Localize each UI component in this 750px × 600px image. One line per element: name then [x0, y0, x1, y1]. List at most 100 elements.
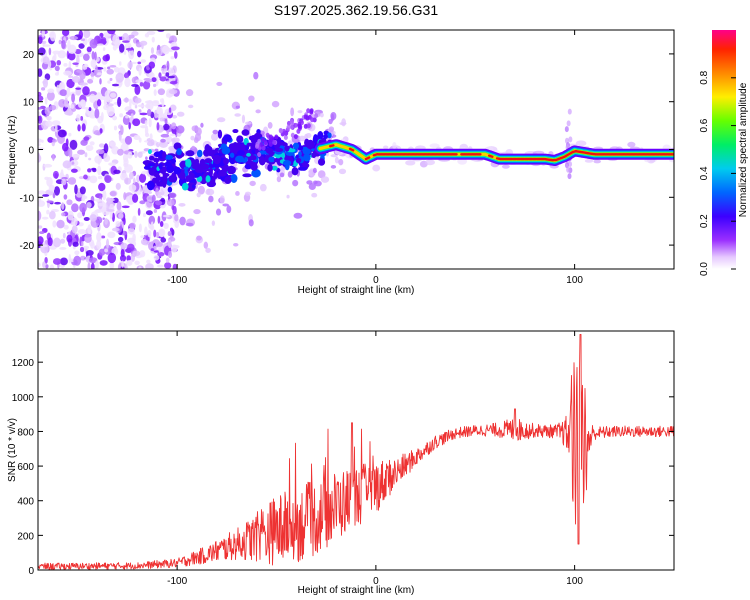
spectrogram-halo-blob — [405, 160, 416, 166]
spectrogram-noise-blob — [133, 134, 141, 141]
spectrogram-noise-blob — [174, 220, 180, 229]
spectrogram-halo-blob — [196, 192, 201, 198]
spectrogram-signal-blob — [246, 152, 251, 157]
spectrogram-halo-blob — [176, 125, 185, 134]
spectrogram-halo-blob — [424, 159, 436, 166]
spectrogram-halo-blob — [185, 222, 194, 227]
spectrogram-halo-blob — [297, 110, 303, 114]
spectrogram-noise-blob — [98, 143, 105, 148]
spectrogram-noise-blob — [46, 200, 54, 204]
spectrogram-noise-blob — [151, 36, 155, 43]
spectrogram-signal-blob — [292, 142, 300, 150]
snr-x-tick-label: 100 — [566, 576, 583, 587]
spectrogram-noise-blob — [82, 53, 90, 61]
spectrogram-noise-blob — [54, 124, 58, 133]
spectrogram-noise-blob — [127, 151, 133, 159]
spectrogram-noise-blob — [79, 255, 87, 261]
chart-title: S197.2025.362.19.56.G31 — [274, 2, 438, 18]
spectrogram-noise-blob — [67, 40, 71, 51]
snr-series-line — [38, 334, 674, 570]
spectrogram-noise-blob — [162, 65, 167, 69]
spectrogram-halo-blob — [311, 192, 318, 198]
colorbar-tick-label: 0.6 — [699, 118, 710, 132]
spectrogram-noise-blob — [47, 88, 55, 94]
spectrogram-noise-blob — [52, 139, 57, 143]
spectrogram-signal-blob — [311, 152, 317, 159]
spectrogram-signal-blob — [298, 151, 302, 157]
spectrogram-noise-blob — [140, 238, 148, 245]
spectrogram-noise-blob — [67, 177, 77, 185]
spectrogram-ridge-core — [563, 153, 570, 158]
spectrogram-noise-blob — [48, 47, 52, 56]
spectrogram-noise-blob — [48, 184, 55, 192]
spectrogram-halo-blob — [176, 111, 185, 117]
spectrogram-noise-blob — [91, 51, 95, 60]
spectrogram-noise-blob — [42, 78, 48, 88]
spectrogram-noise-blob — [78, 30, 83, 40]
spectrogram-noise-blob — [90, 72, 95, 77]
spectrogram-noise-blob — [138, 266, 142, 269]
spectrogram-noise-blob — [137, 151, 143, 158]
spectrogram-noise-blob — [117, 81, 123, 86]
spectrogram-halo-blob — [145, 263, 154, 269]
spectrogram-noise-blob — [139, 200, 146, 205]
spectrogram-noise-blob — [103, 143, 109, 154]
spectrogram-noise-blob — [126, 243, 135, 252]
spectrogram-noise-blob — [102, 47, 106, 51]
spectrogram-noise-blob — [134, 260, 140, 266]
spectrogram-noise-blob — [162, 45, 170, 55]
spectrogram-signal-blob — [188, 172, 195, 180]
spectrogram-noise-blob — [157, 251, 165, 257]
spectrogram-noise-blob — [81, 197, 86, 202]
spectrogram-signal-blob — [237, 149, 246, 156]
spectrogram-noise-blob — [128, 49, 135, 60]
spectrogram-noise-blob — [86, 46, 92, 53]
spectrogram-noise-blob — [89, 93, 96, 103]
spectrogram-signal-blob — [183, 166, 189, 171]
spectrogram-signal-blob — [259, 150, 267, 155]
spectrogram-noise-blob — [144, 33, 150, 38]
spectrogram-signal-blob — [162, 172, 170, 177]
spectrogram-signal-blob — [288, 148, 296, 153]
spectrogram-streak-blob — [314, 113, 319, 119]
spectrogram-noise-blob — [150, 248, 155, 252]
spectrogram-noise-blob — [159, 76, 167, 82]
spectrogram-halo-blob — [193, 209, 201, 215]
spectrogram-streak-blob — [290, 132, 295, 138]
spectrogram-halo-blob — [210, 133, 219, 141]
spectrogram-noise-blob — [87, 224, 92, 235]
spectrogram-signal-blob — [179, 171, 186, 180]
spectrogram-noise-blob — [115, 221, 121, 228]
spectrogram-noise-blob — [94, 51, 97, 61]
spectrogram-noise-blob — [69, 139, 78, 150]
spectrogram-noise-blob — [71, 217, 78, 227]
spectrogram-noise-blob — [80, 99, 87, 108]
spectrogram-noise-blob — [38, 225, 43, 229]
spectrogram-x-tick-label: -100 — [167, 275, 187, 286]
spectrogram-halo-blob — [328, 126, 335, 132]
spectrogram-noise-blob — [115, 182, 121, 190]
spectrogram-noise-blob — [77, 124, 81, 132]
spectrogram-y-tick-label: 0 — [28, 146, 34, 157]
spectrogram-ridge-core — [328, 144, 335, 148]
spectrogram-noise-blob — [150, 47, 155, 54]
spectrogram-signal-blob — [251, 168, 261, 178]
spectrogram-signal-blob — [306, 139, 315, 150]
spectrogram-halo-blob — [338, 168, 347, 175]
spectrogram-noise-blob — [156, 106, 162, 115]
spectrogram-noise-blob — [103, 67, 107, 72]
spectrogram-halo-blob — [392, 142, 397, 149]
spectrogram-signal-blob — [303, 153, 311, 162]
spectrogram-halo-blob — [334, 156, 339, 164]
spectrogram-signal-blob — [147, 149, 152, 155]
spectrogram-noise-blob — [79, 246, 85, 253]
spectrogram-halo-blob — [330, 113, 335, 122]
spectrogram-noise-blob — [88, 107, 92, 112]
spectrogram-noise-blob — [46, 115, 52, 121]
spectrogram-signal-blob — [143, 165, 151, 170]
snr-y-tick-label: 1200 — [12, 358, 35, 369]
spectrogram-signal-blob — [204, 144, 211, 154]
spectrogram-noise-blob — [131, 31, 139, 37]
spectrogram-signal-blob — [260, 155, 265, 166]
